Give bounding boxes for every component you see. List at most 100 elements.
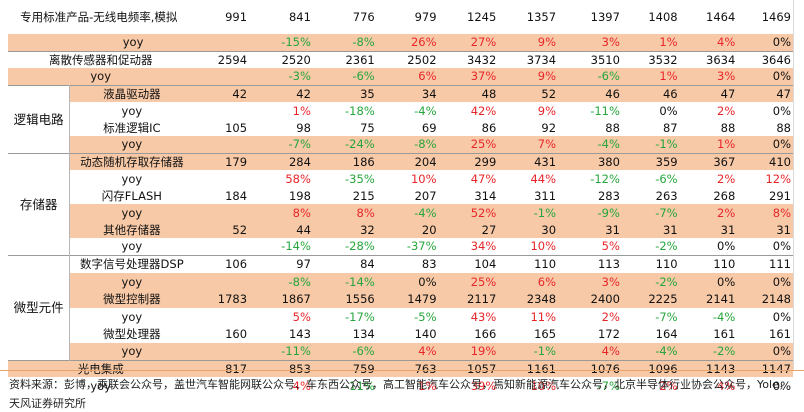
value-cell: 1464	[679, 0, 738, 34]
value-cell: 184	[193, 187, 250, 204]
yoy-value: 9%	[498, 34, 559, 51]
empty-cell	[193, 102, 250, 119]
yoy-value: 4%	[679, 377, 738, 394]
table-row: 微型元件 数字信号处理器DSP 106 97 84 83 104 110 113 110 110 11…	[8, 254, 793, 360]
value-cell: 204	[376, 152, 439, 170]
value-cell: 42	[193, 84, 250, 102]
yoy-value: 6%	[376, 68, 439, 85]
value-cell: 291	[737, 187, 793, 204]
yoy-value: 0%	[737, 136, 793, 153]
value-cell: 88	[558, 119, 622, 136]
value-cell: 2141	[679, 290, 738, 308]
value-cell: 69	[376, 119, 439, 136]
yoy-value: 0%	[737, 238, 793, 255]
value-cell: 979	[376, 0, 439, 34]
value-cell: 2148	[737, 290, 793, 308]
yoy-value: -35%	[312, 170, 377, 187]
yoy-value: 0%	[737, 34, 793, 51]
yoy-label: yoy	[8, 377, 194, 394]
row-label: 标准逻辑IC	[69, 119, 194, 136]
empty-cell	[193, 204, 250, 221]
yoy-value: -24%	[312, 136, 377, 153]
yoy-label: yoy	[69, 204, 194, 221]
yoy-value: -2%	[621, 238, 680, 255]
value-cell: 34	[376, 84, 439, 102]
row-label: 专用标准产品-无线电频率,模拟	[8, 0, 194, 34]
value-cell: 164	[621, 325, 680, 343]
value-cell: 105	[193, 119, 250, 136]
value-cell: 2502	[376, 50, 439, 68]
yoy-value: -11%	[312, 377, 377, 394]
yoy-value: -17%	[312, 308, 377, 325]
value-cell: 20	[376, 221, 439, 238]
value-cell: 30	[498, 221, 559, 238]
empty-cell	[193, 377, 250, 394]
value-cell: 110	[498, 254, 559, 273]
value-cell: 111	[737, 254, 793, 273]
value-cell: 284	[249, 152, 313, 170]
value-cell: 186	[312, 152, 377, 170]
yoy-value: 47%	[438, 170, 499, 187]
yoy-row: yoy 5% -17% -5% 43% 11% 2% -7% -4% 0%	[8, 308, 793, 325]
yoy-value: -6%	[312, 68, 377, 85]
yoy-value: -1%	[498, 343, 559, 360]
yoy-value: -12%	[558, 170, 622, 187]
value-cell: 311	[498, 187, 559, 204]
value-cell: 268	[679, 187, 738, 204]
yoy-row: yoy -14% -28% -37% 34% 10% 5% -2% 0% 0%	[8, 238, 793, 255]
value-cell: 47	[679, 84, 738, 102]
value-cell: 763	[376, 359, 439, 377]
row-label: 闪存FLASH	[69, 187, 194, 204]
value-cell: 86	[438, 119, 499, 136]
value-cell: 110	[679, 254, 738, 273]
value-cell: 410	[737, 152, 793, 170]
source-footer: 资料来源：彭博，乘联会公众号，盖世汽车智能网联公众号、车东西公众号，高工智能汽车…	[0, 370, 804, 412]
yoy-label: yoy	[8, 34, 194, 51]
value-cell: 106	[193, 254, 250, 273]
value-cell: 314	[438, 187, 499, 204]
value-cell: 88	[679, 119, 738, 136]
yoy-value: 11%	[498, 308, 559, 325]
yoy-value: 4%	[679, 34, 738, 51]
yoy-value: -7%	[558, 377, 622, 394]
table-right-border	[793, 0, 794, 370]
yoy-value: 4%	[376, 343, 439, 360]
yoy-value: -2%	[621, 273, 680, 290]
value-cell: 759	[312, 359, 377, 377]
yoy-row: yoy 1% -18% -4% 42% 9% -11% 0% 2% 0%	[8, 102, 793, 119]
value-cell: 1357	[498, 0, 559, 34]
value-cell: 2594	[193, 50, 250, 68]
yoy-label: yoy	[69, 273, 194, 290]
value-cell: 3510	[558, 50, 622, 68]
row-label: 微型处理器	[69, 325, 194, 343]
yoy-value: 4%	[558, 343, 622, 360]
value-cell: 48	[438, 84, 499, 102]
value-cell: 3734	[498, 50, 559, 68]
table-row: 微型处理器 160 143 134 140 166 165 172 164 161 161	[8, 325, 793, 343]
yoy-value: 34%	[438, 238, 499, 255]
value-cell: 1867	[249, 290, 313, 308]
yoy-value: -2%	[679, 343, 738, 360]
yoy-value: 0%	[621, 102, 680, 119]
yoy-value: -4%	[376, 102, 439, 119]
yoy-value: 2%	[621, 377, 680, 394]
category-label: 存储器	[8, 152, 71, 255]
yoy-value: 6%	[498, 273, 559, 290]
empty-cell	[193, 343, 250, 360]
value-cell: 1161	[498, 359, 559, 377]
yoy-value: 25%	[438, 136, 499, 153]
yoy-value: 9%	[498, 102, 559, 119]
value-cell: 1479	[376, 290, 439, 308]
value-cell: 2361	[312, 50, 377, 68]
value-cell: 1143	[679, 359, 738, 377]
yoy-value: 26%	[376, 34, 439, 51]
value-cell: 299	[438, 152, 499, 170]
row-label: 动态随机存取存储器	[69, 152, 194, 170]
value-cell: 172	[558, 325, 622, 343]
value-cell: 104	[438, 254, 499, 273]
value-cell: 1783	[193, 290, 250, 308]
yoy-value: -6%	[621, 170, 680, 187]
yoy-value: 10%	[498, 238, 559, 255]
yoy-value: 0%	[737, 377, 793, 394]
